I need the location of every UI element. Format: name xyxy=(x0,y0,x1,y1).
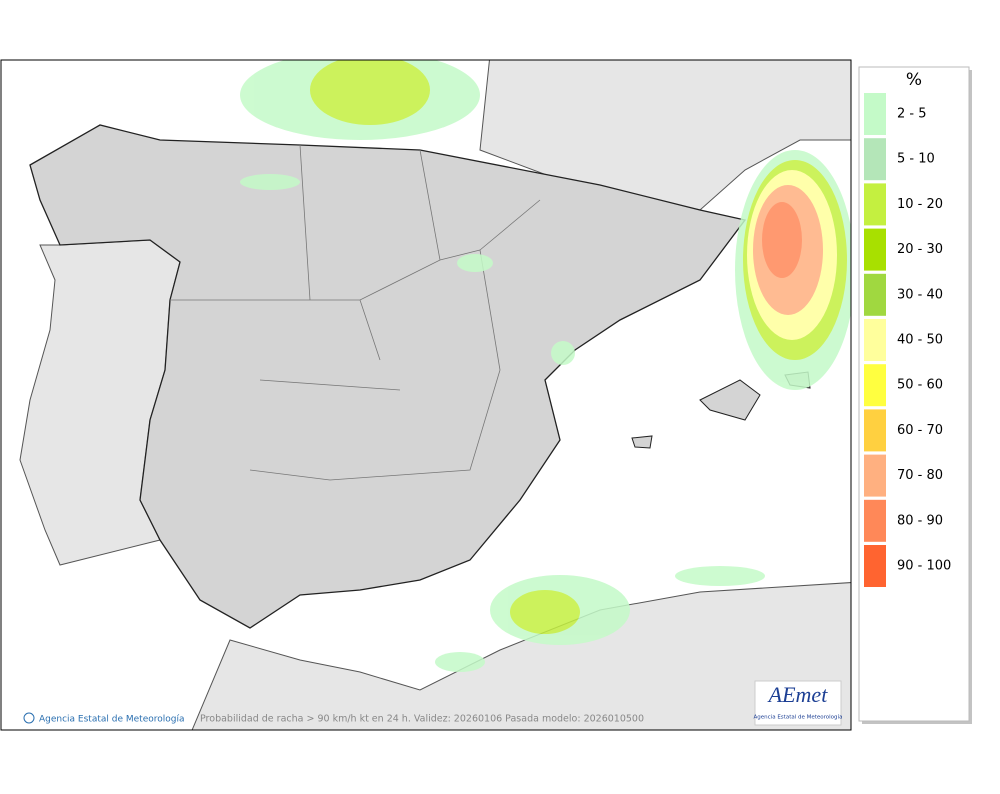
legend-title: % xyxy=(906,70,922,90)
legend-swatch xyxy=(864,319,886,361)
caption: Probabilidad de racha > 90 km/h kt en 24… xyxy=(200,714,644,725)
credit: Agencia Estatal de Meteorología xyxy=(39,715,185,725)
legend-swatch xyxy=(864,228,886,271)
france xyxy=(479,60,851,211)
copyright-icon xyxy=(23,712,35,724)
legend-label: 20 - 30 xyxy=(897,242,943,257)
legend-label: 40 - 50 xyxy=(897,333,943,348)
legend-label: 60 - 70 xyxy=(897,423,943,438)
legend-swatch xyxy=(864,183,886,226)
regions xyxy=(170,144,541,481)
legend-label: 30 - 40 xyxy=(897,287,943,302)
legend-label: 70 - 80 xyxy=(897,468,943,483)
probability-areas xyxy=(240,60,851,672)
legend-label: 5 - 10 xyxy=(897,152,935,167)
legend-swatch xyxy=(864,138,886,181)
legend-label: 10 - 20 xyxy=(897,197,943,212)
logo-name: AEmet xyxy=(767,682,829,707)
legend-swatch xyxy=(864,409,886,452)
legend-swatch xyxy=(864,364,886,407)
legend-label: 50 - 60 xyxy=(897,378,943,393)
legend-swatch xyxy=(864,499,886,542)
spain xyxy=(29,124,747,629)
legend-swatch xyxy=(864,273,886,316)
mallorca xyxy=(699,379,761,421)
logo-subtitle: Agencia Estatal de Meteorología xyxy=(754,714,843,721)
legend-swatch xyxy=(864,93,886,135)
legend-swatch xyxy=(864,454,886,497)
legend-label: 90 - 100 xyxy=(897,559,951,574)
logo-box xyxy=(754,680,842,726)
map xyxy=(1,60,851,730)
legend-label: 2 - 5 xyxy=(897,107,927,122)
map-frame xyxy=(0,59,852,731)
legend-label: 80 - 90 xyxy=(897,513,943,528)
ibiza xyxy=(631,435,653,449)
africa xyxy=(191,582,851,730)
legend-swatch xyxy=(864,545,886,587)
